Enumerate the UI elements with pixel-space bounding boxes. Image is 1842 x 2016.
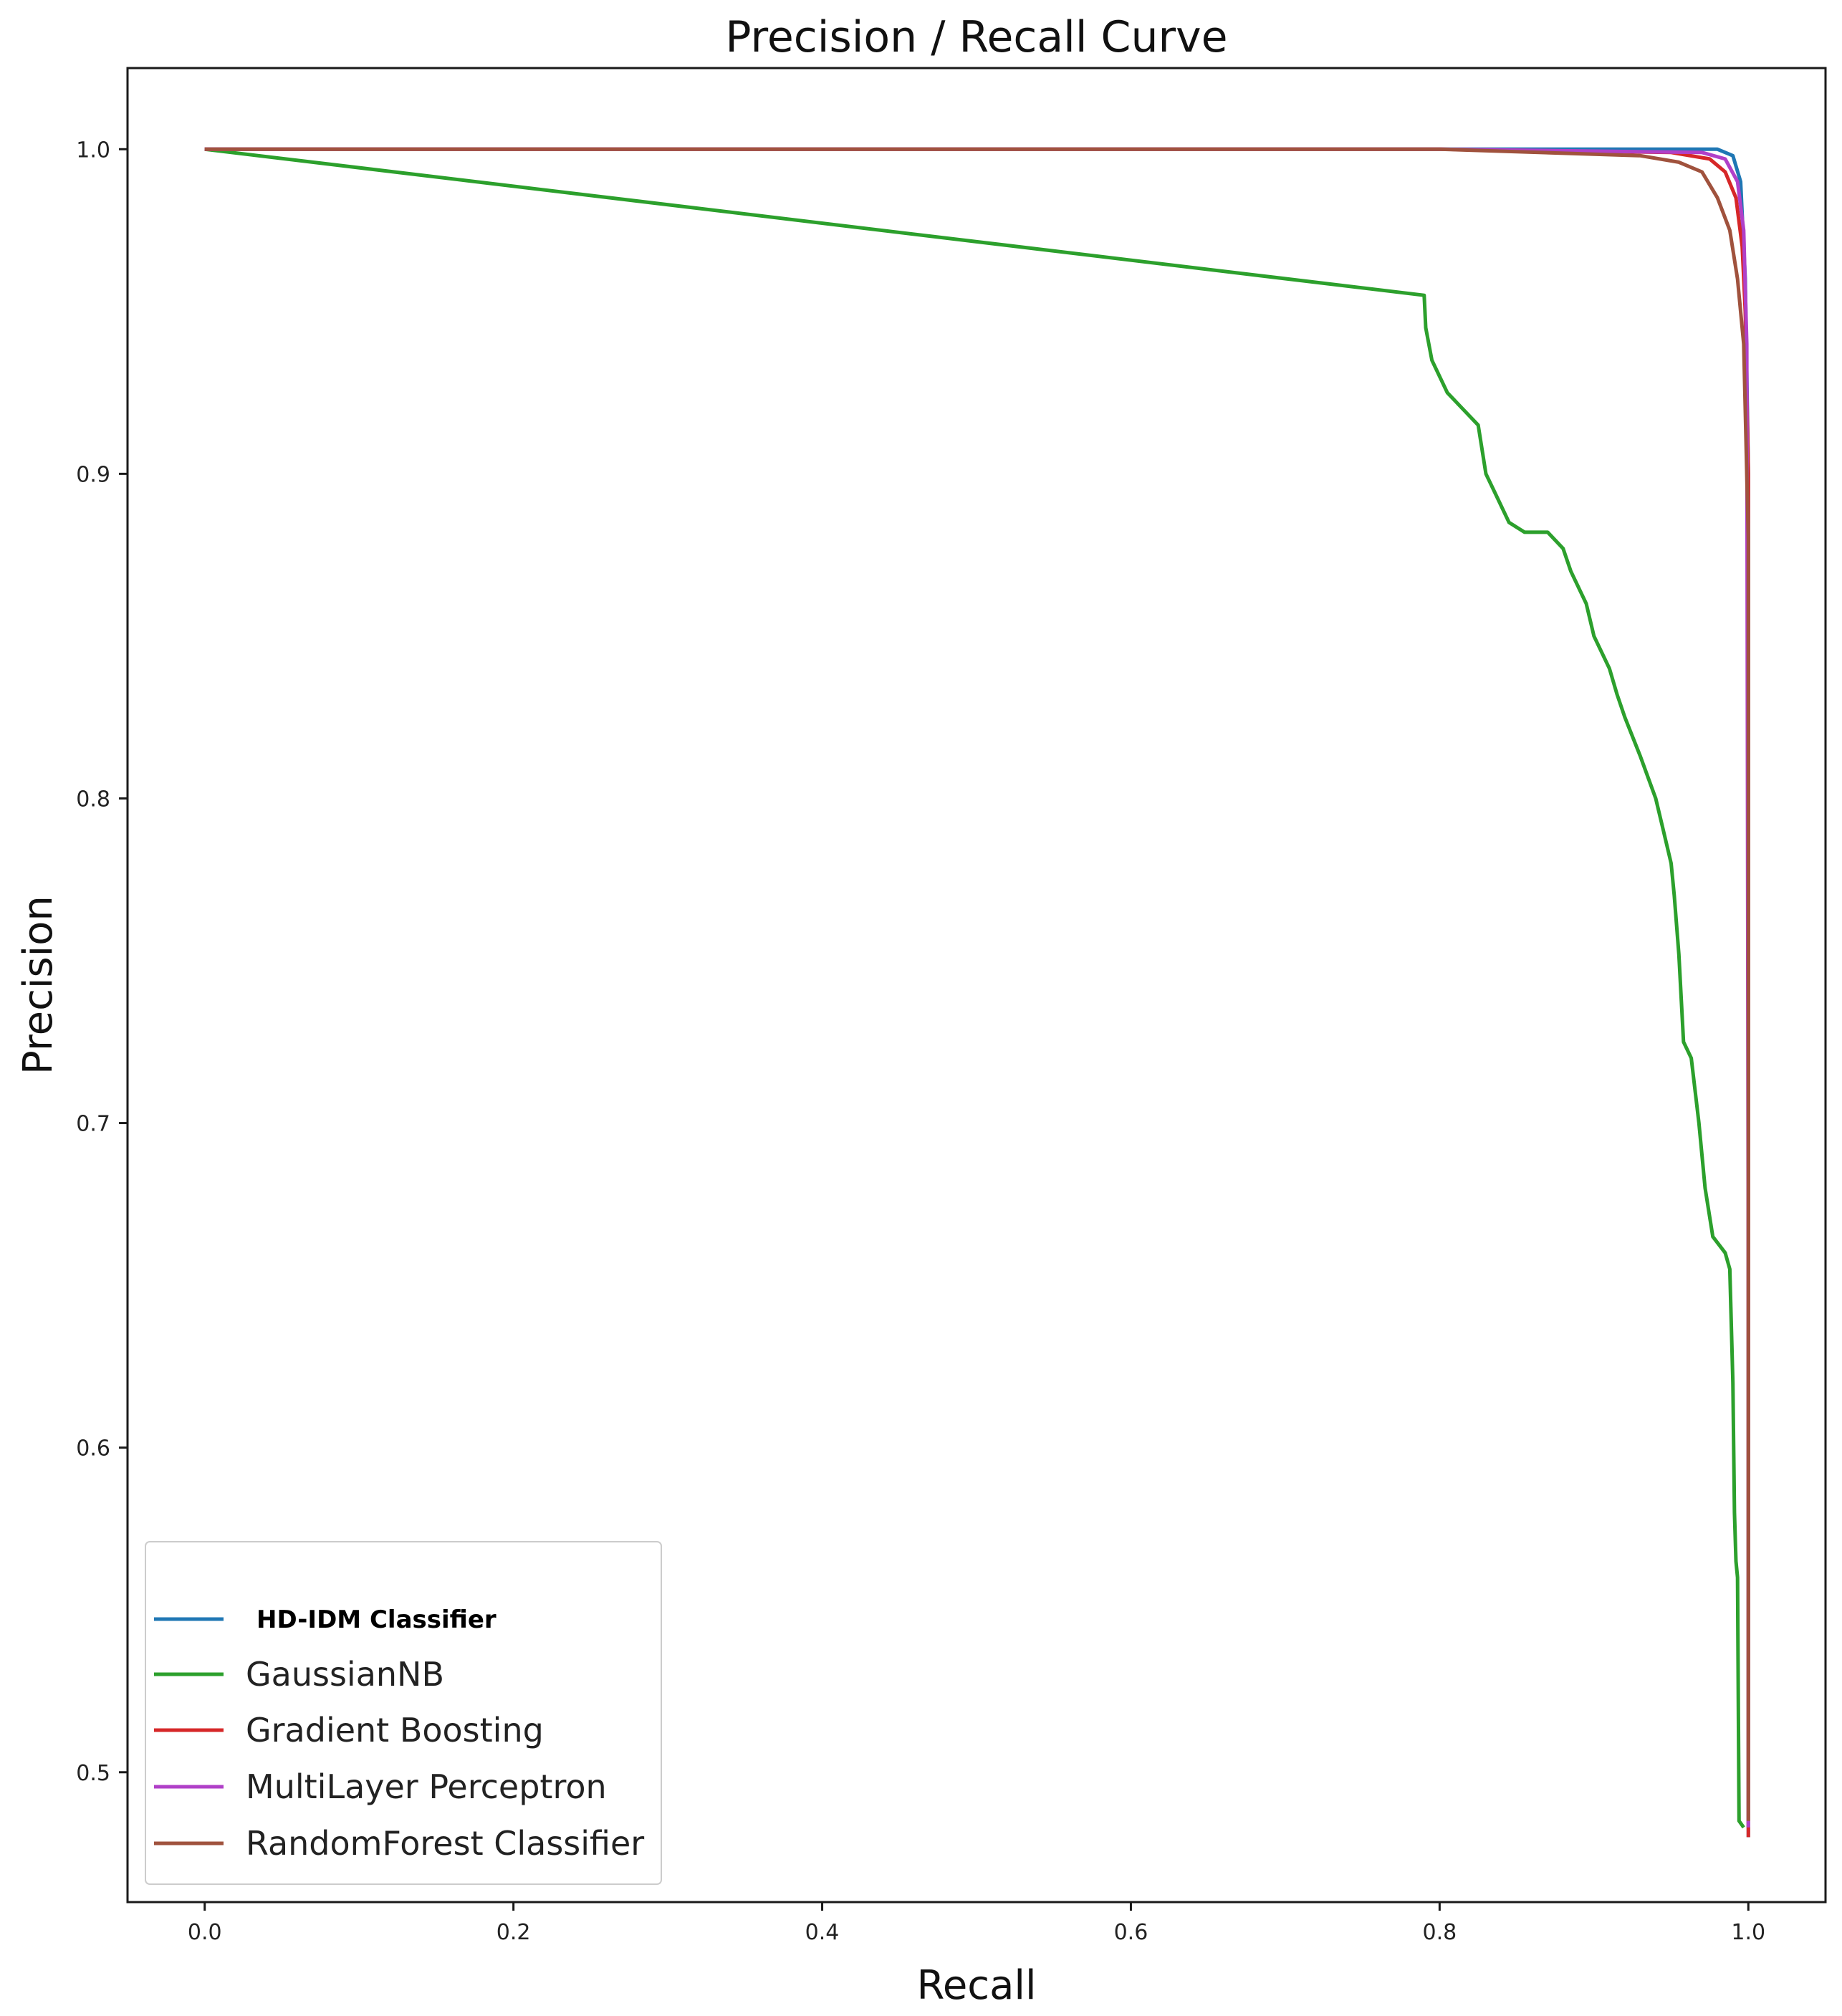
x-axis-label: Recall — [916, 1962, 1036, 2009]
y-tick-label: 0.9 — [76, 462, 110, 487]
y-tick-label: 1.0 — [76, 138, 110, 163]
legend: HD-IDM Classifier GaussianNB Gradient Boos… — [145, 1541, 662, 1885]
series-line-randomforest-classifier — [204, 147, 1750, 1821]
legend-label: MultiLayer Perceptron — [246, 1767, 607, 1806]
plot-frame — [126, 67, 1827, 1904]
x-tick-label: 0.0 — [188, 1920, 222, 1945]
y-tick-label: 0.7 — [76, 1112, 110, 1137]
y-axis-label: Precision — [15, 896, 62, 1075]
y-tick-label: 0.6 — [76, 1436, 110, 1461]
x-tick-label: 0.8 — [1423, 1920, 1457, 1945]
y-axis-ticks: 0.5 0.6 0.7 0.8 0.9 1.0 — [76, 138, 128, 1786]
y-tick-label: 0.5 — [76, 1761, 110, 1786]
legend-label: Gradient Boosting — [246, 1711, 544, 1749]
plot-lines — [204, 147, 1750, 1838]
y-tick-label: 0.8 — [76, 787, 110, 812]
series-line-gaussiannb — [204, 147, 1745, 1829]
x-tick-label: 0.2 — [497, 1920, 531, 1945]
legend-label: GaussianNB — [246, 1655, 444, 1694]
legend-box — [145, 1541, 662, 1885]
x-tick-label: 1.0 — [1731, 1920, 1765, 1945]
legend-label: HD-IDM Classifier — [256, 1605, 497, 1634]
legend-label: RandomForest Classifier — [246, 1824, 644, 1863]
x-tick-label: 0.6 — [1114, 1920, 1148, 1945]
chart-title: Precision / Recall Curve — [725, 12, 1227, 62]
x-tick-label: 0.4 — [805, 1920, 840, 1945]
x-axis-ticks: 0.0 0.2 0.4 0.6 0.8 1.0 — [188, 1902, 1765, 1945]
